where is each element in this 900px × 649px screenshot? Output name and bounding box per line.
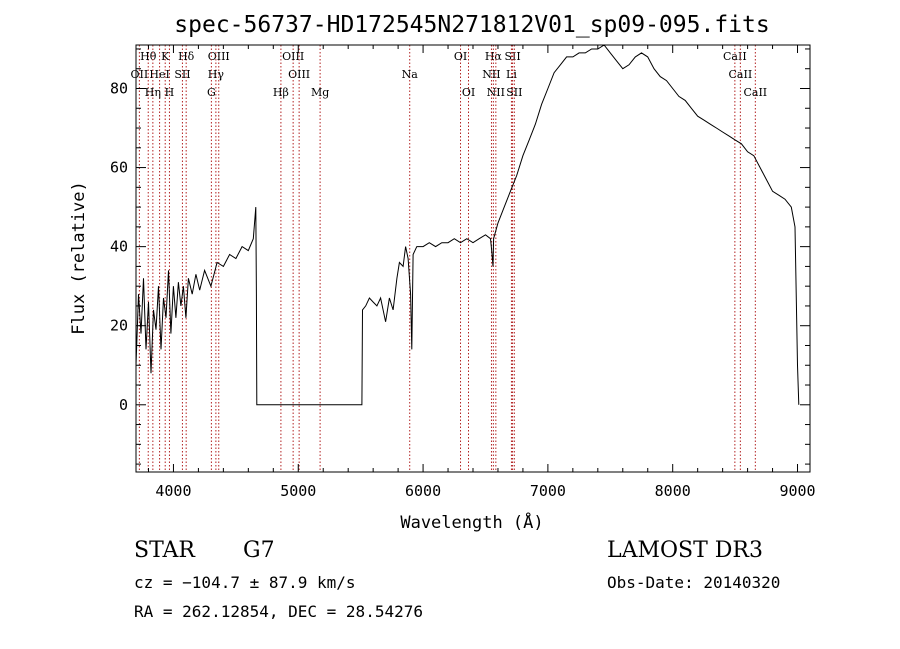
line-label: Hθ	[140, 50, 157, 63]
x-tick-label: 8000	[655, 482, 691, 500]
line-label: H	[165, 86, 175, 99]
line-label: Li	[506, 68, 517, 81]
y-tick-label: 60	[110, 159, 128, 177]
x-tick-label: 4000	[155, 482, 191, 500]
obs-date: Obs-Date: 20140320	[607, 573, 781, 592]
y-tick-label: 20	[110, 317, 128, 335]
chart-title: spec-56737-HD172545N271812V01_sp09-095.f…	[174, 12, 769, 38]
line-label: SII	[504, 50, 520, 63]
line-label: Hδ	[178, 50, 195, 63]
coordinates: RA = 262.12854, DEC = 28.54276	[134, 602, 423, 621]
line-label: K	[161, 50, 170, 63]
line-label: SII	[506, 86, 522, 99]
spectrum-line	[135, 44, 800, 406]
y-tick-label: 80	[110, 79, 128, 97]
line-label: NII	[487, 86, 505, 99]
line-label: Hη	[145, 86, 161, 99]
line-label: G	[207, 86, 216, 99]
line-label: OI	[454, 50, 467, 63]
redshift-text: cz = −104.7 ± 87.9 km/s	[134, 573, 356, 592]
y-tick-label: 0	[119, 396, 128, 414]
line-label: OI	[462, 86, 475, 99]
x-tick-label: 9000	[779, 482, 815, 500]
line-label: Hβ	[273, 86, 289, 99]
line-label: CaII	[729, 68, 753, 81]
line-label: Mg	[311, 86, 329, 99]
x-tick-label: 6000	[405, 482, 441, 500]
line-label: SII	[174, 68, 190, 81]
line-label: Na	[402, 68, 419, 81]
line-label: CaII	[723, 50, 747, 63]
line-label: Hα	[485, 50, 503, 63]
y-axis-ticks: 0 20 40 60 80	[110, 48, 810, 465]
y-tick-label: 40	[110, 238, 128, 256]
x-tick-label: 7000	[530, 482, 566, 500]
object-subclass: G7	[243, 538, 275, 563]
line-label: OIII	[288, 68, 310, 81]
x-tick-label: 5000	[280, 482, 316, 500]
x-axis-label: Wavelength (Å)	[400, 511, 543, 533]
x-axis-ticks: 4000 5000 6000 7000 8000 9000	[147, 45, 816, 500]
line-label: Hγ	[208, 68, 225, 81]
plot-frame	[135, 44, 811, 473]
survey-name: LAMOST DR3	[607, 538, 763, 563]
line-label: OII	[131, 68, 149, 81]
y-axis-label: Flux (relative)	[69, 181, 89, 335]
line-label: OIII	[208, 50, 230, 63]
line-label: HeI	[149, 68, 169, 81]
object-class: STAR	[134, 538, 195, 563]
line-label: OIII	[282, 50, 304, 63]
line-label: NII	[482, 68, 500, 81]
line-label: CaII	[743, 86, 767, 99]
